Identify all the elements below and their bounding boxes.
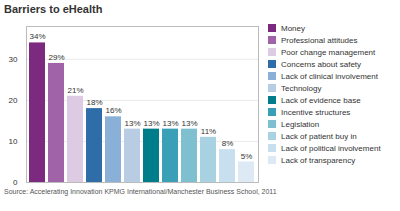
- svg-text:13%: 13%: [181, 119, 197, 128]
- svg-text:11%: 11%: [201, 127, 216, 136]
- html-text:Lack of political involvement: Lack of political involvement: [281, 143, 381, 153]
- html-text:Concerns about safety: Concerns about safety: [281, 59, 361, 69]
- html-text:Lack of evidence base: Lack of evidence base: [281, 95, 361, 105]
- svg-text:13%: 13%: [124, 119, 140, 128]
- svg-text:30: 30: [9, 55, 18, 64]
- svg-text:0: 0: [13, 178, 18, 187]
- html-text:Lack of transparency: Lack of transparency: [281, 155, 356, 165]
- svg-text:18%: 18%: [86, 98, 102, 107]
- svg-text:34%: 34%: [29, 32, 45, 41]
- html-text:Money: Money: [281, 23, 305, 33]
- svg-text:13%: 13%: [162, 119, 178, 128]
- html-text:Poor change management: Poor change management: [281, 47, 376, 57]
- html-text:Lack of clinical involvement: Lack of clinical involvement: [281, 71, 378, 81]
- svg-text:21%: 21%: [67, 86, 83, 95]
- svg-text:8%: 8%: [222, 139, 234, 148]
- svg-text:13%: 13%: [143, 119, 159, 128]
- html-text:Source: Accelerating Innovatio: Source: Accelerating Innovation KPMG Int…: [4, 188, 277, 195]
- svg-text:10: 10: [9, 137, 18, 146]
- html-text:Professional attitudes: Professional attitudes: [281, 35, 358, 45]
- svg-text:16%: 16%: [105, 106, 121, 115]
- html-text:Technology: Technology: [281, 83, 322, 93]
- svg-text:20: 20: [9, 96, 18, 105]
- html-text:Incentive structures: Incentive structures: [281, 107, 351, 117]
- svg-text:5%: 5%: [241, 152, 253, 161]
- svg-text:29%: 29%: [48, 53, 64, 62]
- html-text:Lack of patient buy in: Lack of patient buy in: [281, 131, 357, 141]
- html-text:Barriers to eHealth: Barriers to eHealth: [4, 3, 103, 15]
- html-text:Legislation: Legislation: [281, 119, 320, 129]
